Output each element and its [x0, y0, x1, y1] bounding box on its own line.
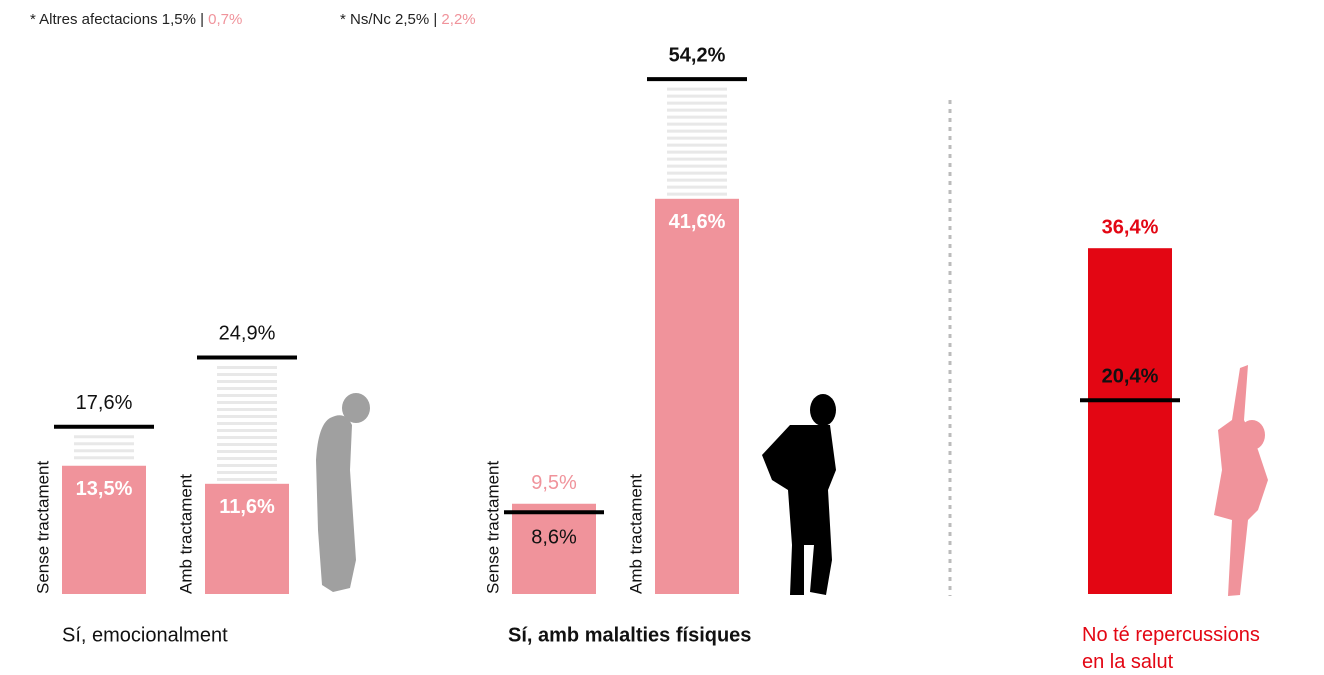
bar [655, 198, 739, 595]
silhouette-grey [316, 393, 370, 592]
value-label: 13,5% [76, 478, 133, 500]
value-label: 11,6% [219, 496, 275, 518]
line-label: 17,6% [76, 392, 133, 414]
value-label: 36,4% [1102, 216, 1159, 238]
bar [62, 465, 146, 594]
line-label: 8,6% [531, 527, 577, 549]
bar [512, 503, 596, 594]
group-name: Sí, emocionalment [62, 624, 228, 646]
note: * Altres afectacions 1,5% | 0,7% [30, 11, 242, 28]
group-name: Sí, amb malalties físiques [508, 624, 751, 646]
bar-label: Amb tractament [176, 474, 195, 594]
line-label: 20,4% [1102, 365, 1159, 387]
note-text: * Altres afectacions 1,5% | [30, 11, 204, 28]
value-label: 9,5% [531, 472, 577, 494]
bar-label: Sense tractament [483, 460, 502, 594]
line-label: 54,2% [669, 44, 726, 66]
note: * Ns/Nc 2,5% | 2,2% [340, 11, 476, 28]
bar-label: Sense tractament [33, 460, 52, 594]
silhouette-black [762, 394, 836, 595]
note-highlight: 0,7% [204, 11, 242, 28]
silhouette-pink [1214, 365, 1268, 596]
line-label: 24,9% [219, 323, 276, 345]
bar [1088, 248, 1172, 594]
group-name: No té repercussions en la salut [1082, 624, 1260, 673]
note-highlight: 2,2% [437, 11, 475, 28]
note-text: * Ns/Nc 2,5% | [340, 11, 437, 28]
value-label: 41,6% [669, 211, 726, 233]
bar-label: Amb tractament [626, 474, 645, 594]
bar [205, 483, 289, 594]
